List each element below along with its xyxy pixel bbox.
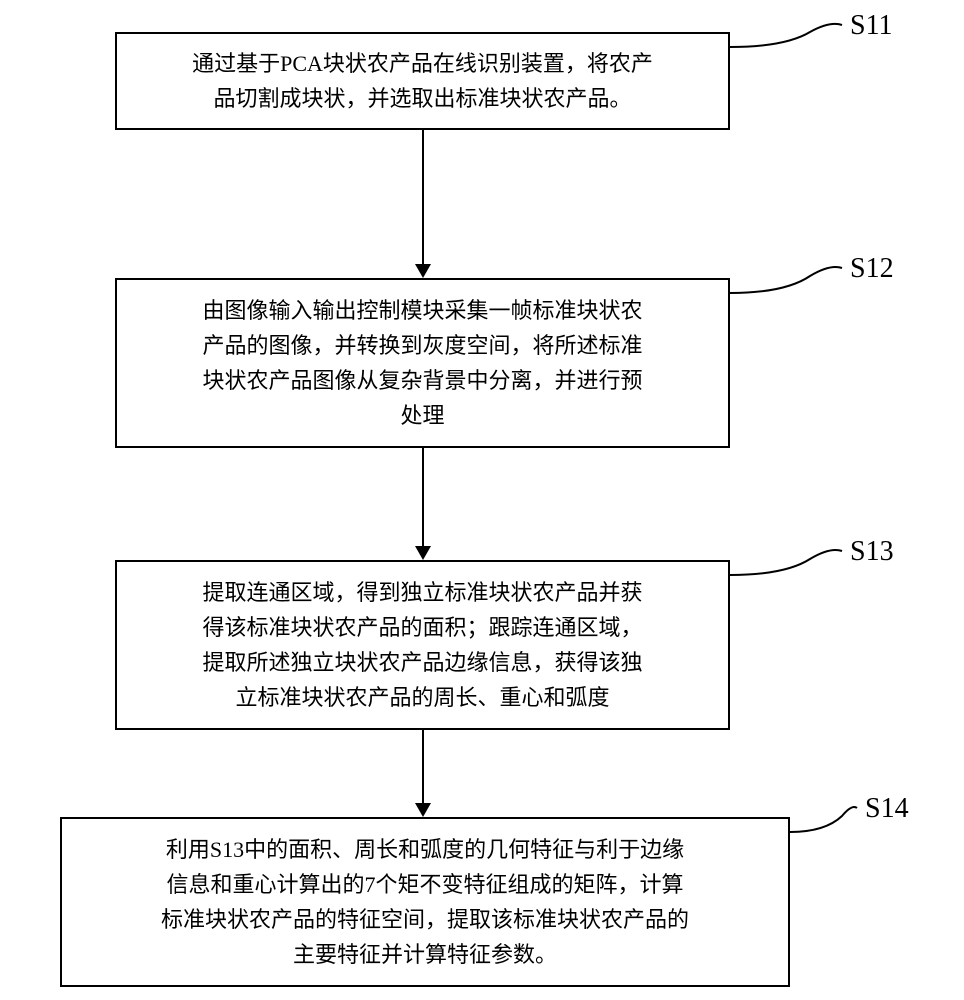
flowchart-box-s13: 提取连通区域，得到独立标准块状农产品并获得该标准块状农产品的面积；跟踪连通区域，…: [115, 560, 730, 730]
flowchart-container: 通过基于PCA块状农产品在线识别装置，将农产品切割成块状，并选取出标准块状农产品…: [0, 0, 964, 1000]
arrow-head-icon: [415, 264, 431, 278]
arrow-line: [422, 448, 424, 546]
arrow-line: [422, 730, 424, 803]
flowchart-box-s12: 由图像输入输出控制模块采集一帧标准块状农产品的图像，并转换到灰度空间，将所述标准…: [115, 278, 730, 448]
flowchart-box-text: 通过基于PCA块状农产品在线识别装置，将农产品切割成块状，并选取出标准块状农产品…: [192, 46, 653, 116]
flowchart-label-s13: S13: [850, 536, 894, 568]
flowchart-box-s11: 通过基于PCA块状农产品在线识别装置，将农产品切割成块状，并选取出标准块状农产品…: [115, 32, 730, 130]
flowchart-box-text: 利用S13中的面积、周长和弧度的几何特征与利于边缘信息和重心计算出的7个矩不变特…: [161, 832, 689, 973]
arrow-line: [422, 130, 424, 264]
flowchart-label-s12: S12: [850, 253, 894, 285]
flowchart-label-s11: S11: [850, 10, 893, 42]
arrow-head-icon: [415, 546, 431, 560]
arrow-head-icon: [415, 803, 431, 817]
label-connector-s12: [730, 261, 845, 296]
flowchart-box-text: 提取连通区域，得到独立标准块状农产品并获得该标准块状农产品的面积；跟踪连通区域，…: [202, 575, 642, 716]
flowchart-box-text: 由图像输入输出控制模块采集一帧标准块状农产品的图像，并转换到灰度空间，将所述标准…: [202, 293, 642, 434]
label-connector-s14: [790, 801, 865, 836]
flowchart-box-s14: 利用S13中的面积、周长和弧度的几何特征与利于边缘信息和重心计算出的7个矩不变特…: [60, 817, 790, 987]
label-connector-s13: [730, 544, 845, 579]
label-connector-s11: [730, 18, 845, 53]
flowchart-label-s14: S14: [865, 793, 909, 825]
